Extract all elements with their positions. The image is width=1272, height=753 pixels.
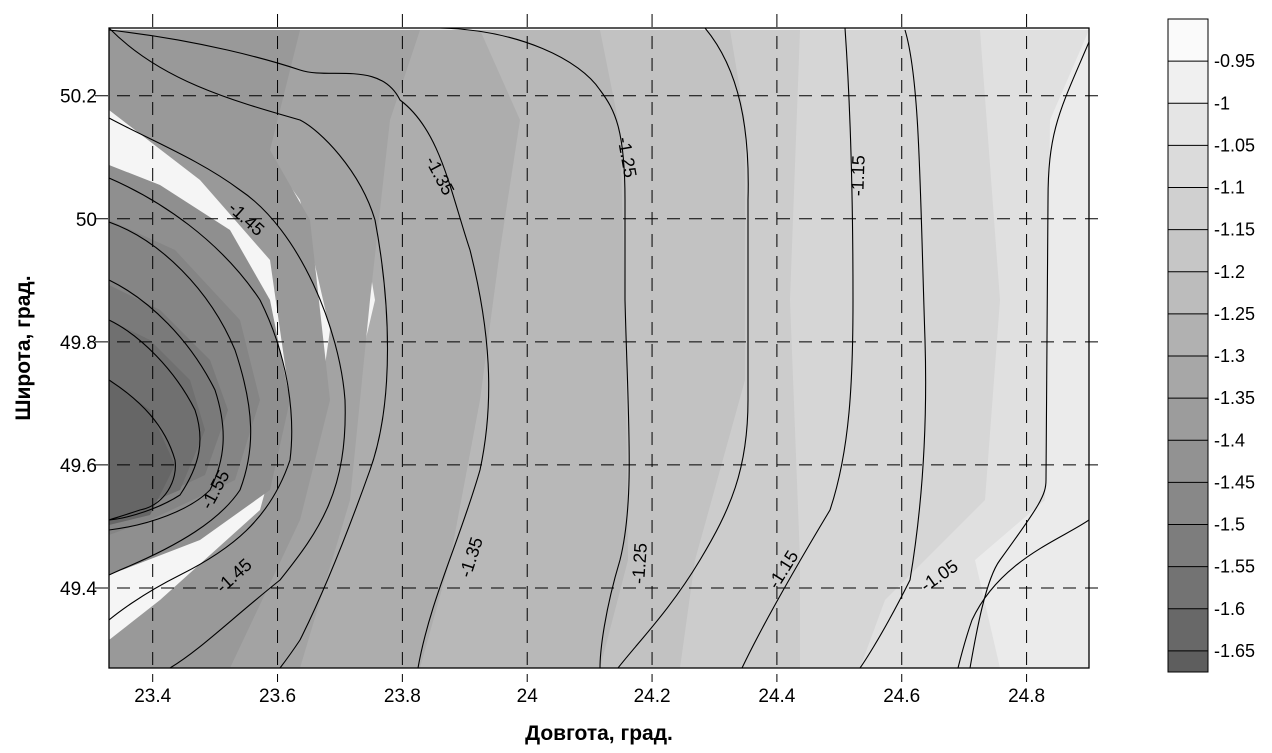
contour-fill-band: [109, 30, 330, 668]
legend-label: -1.45: [1214, 472, 1255, 492]
legend-swatch: [1168, 271, 1208, 314]
contour-line: [741, 28, 854, 668]
contour-fill-band: [109, 380, 175, 525]
legend-label: -1.5: [1214, 515, 1245, 535]
legend-swatch: [1168, 187, 1208, 230]
y-tick-label: 49.4: [60, 579, 97, 600]
contour-fill-band: [170, 30, 420, 668]
contour-line: [109, 221, 252, 576]
contour-line: [617, 28, 749, 668]
plot-frame: [108, 27, 1090, 669]
legend-swatch: [1168, 19, 1208, 62]
x-tick-label: 23.6: [259, 686, 296, 707]
contour-line: [109, 29, 490, 668]
legend-swatch: [1168, 608, 1208, 651]
x-tick-label: 24.8: [1008, 686, 1045, 707]
contour-label-text: -1.25: [628, 542, 651, 584]
y-tick-label: 50.2: [60, 87, 97, 108]
y-axis: 49.4 49.6 49.8 50 50.2: [60, 87, 97, 600]
y-axis-title: Широта, град.: [12, 275, 35, 420]
legend-swatch: [1168, 440, 1208, 483]
contour-line: [957, 519, 1089, 668]
legend-label: -1.25: [1214, 304, 1255, 324]
plot-area: -1.45-1.35 -1.25 -1.15-1.55-1.45 -1.35 -1.25…: [95, 14, 1103, 682]
x-tick-label: 24: [517, 686, 539, 707]
grid-lines: [95, 14, 1103, 682]
legend-label: -1.65: [1214, 641, 1255, 661]
legend-swatch: [1168, 145, 1208, 188]
y-tick-label: 49.8: [60, 333, 97, 354]
legend-swatch: [1168, 524, 1208, 567]
contour-line: [109, 279, 224, 531]
contour-line: [109, 379, 176, 521]
legend-label: -1.4: [1214, 430, 1245, 450]
legend-label: -0.95: [1214, 51, 1255, 71]
legend-swatch: [1168, 313, 1208, 357]
legend-label: -1.1: [1214, 178, 1245, 198]
contour-line: [109, 319, 201, 521]
legend-label: -1.6: [1214, 599, 1245, 619]
x-tick-label: 23.4: [134, 686, 171, 707]
legend-swatch: [1168, 650, 1208, 672]
legend-swatch: [1168, 61, 1208, 104]
legend-swatch: [1168, 103, 1208, 146]
color-legend: -0.95 -1 -1.05 -1.1 -1.15 -1.2 -1.25 -1.3 -1.35 -…: [1167, 18, 1255, 673]
fill-layer: [109, 28, 1089, 668]
legend-label: -1.3: [1214, 346, 1245, 366]
legend-label: -1.2: [1214, 262, 1245, 282]
contour-line: [439, 28, 630, 668]
legend-label: -1.05: [1214, 135, 1255, 155]
legend-label: -1.55: [1214, 557, 1255, 577]
y-tick-label: 50: [76, 210, 97, 231]
legend-label: -1.15: [1214, 220, 1255, 240]
x-tick-label: 24.4: [758, 686, 795, 707]
legend-swatch: [1168, 398, 1208, 441]
x-tick-label: 24.6: [883, 686, 920, 707]
contour-line: [109, 177, 293, 621]
contour-label-text: -1.15: [847, 155, 868, 197]
legend-label: -1: [1214, 93, 1230, 113]
x-axis-title: Довгота, град.: [525, 722, 673, 745]
contour-label: -1.25: [628, 542, 651, 584]
x-tick-label: 24.2: [634, 686, 671, 707]
legend-swatch: [1168, 356, 1208, 399]
legend-frame: [1167, 18, 1209, 673]
legend-swatch: [1168, 482, 1208, 525]
legend-label: -1.35: [1214, 388, 1255, 408]
contour-line: [109, 117, 346, 668]
x-tick-label: 23.8: [384, 686, 421, 707]
contour-line: [969, 41, 1089, 668]
legend-swatch: [1168, 229, 1208, 272]
contour-label: -1.15: [847, 155, 868, 197]
x-axis: 23.4 23.6 23.8 24 24.2 24.4 24.6 24.8: [134, 686, 1045, 707]
y-tick-label: 49.6: [60, 456, 97, 477]
legend-swatch: [1168, 566, 1208, 609]
contour-line: [109, 28, 389, 668]
contour-lines: [109, 28, 1089, 668]
contour-fill-band: [410, 30, 628, 668]
contour-line: [859, 29, 927, 668]
